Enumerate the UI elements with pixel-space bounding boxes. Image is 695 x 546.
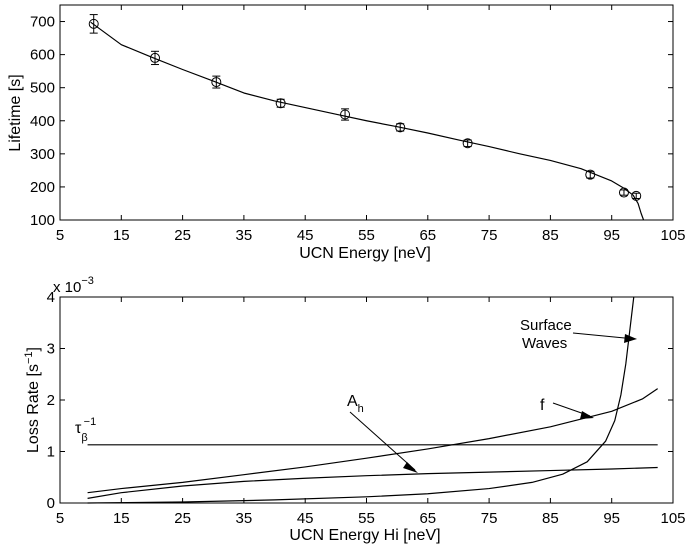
annotation-ah-base: A	[347, 393, 358, 410]
loss-rate-y-label-sup: −1	[23, 351, 35, 364]
arrowhead-surface-waves	[624, 334, 637, 343]
annotation-tau-sub: β	[81, 432, 87, 444]
loss-rate-x-tick-label: 35	[236, 510, 253, 527]
lifetime-x-tick-label: 95	[603, 227, 620, 244]
scale-factor-exp: −3	[81, 275, 94, 287]
data-point	[150, 52, 161, 63]
loss-rate-plot-frame	[59, 296, 674, 504]
arrowhead-f	[580, 411, 594, 419]
lifetime-y-tick-label: 300	[30, 146, 55, 163]
lifetime-y-label: Lifetime [s]	[7, 74, 24, 151]
loss-rate-x-label: UCN Energy Hi [neV]	[289, 527, 440, 544]
lifetime-y-tick-label: 100	[30, 212, 55, 229]
scale-factor-label: x 10−3	[53, 275, 94, 296]
lifetime-plot-frame	[59, 4, 674, 221]
series-f	[87, 388, 659, 494]
annotation-ah-sub: h	[358, 403, 364, 415]
series-fit	[90, 21, 645, 221]
annotation-tau-sup: −1	[84, 416, 97, 428]
scale-factor-base: x 10	[53, 279, 81, 296]
annotation-tau-base: τ	[75, 420, 82, 437]
loss-rate-x-tick-label: 75	[481, 510, 498, 527]
loss-rate-x-tick-label: 105	[660, 510, 685, 527]
loss-rate-x-tick-label: 5	[56, 510, 64, 527]
lifetime-x-tick-label: 45	[297, 227, 314, 244]
data-point	[340, 109, 351, 120]
arrow-ah	[349, 411, 416, 471]
annotation-tau: τβ −1	[75, 416, 96, 444]
loss-rate-x-tick-label: 65	[419, 510, 436, 527]
lifetime-x-tick-label: 35	[236, 227, 253, 244]
lifetime-x-tick-label: 15	[113, 227, 130, 244]
loss-rate-x-tick-label: 85	[542, 510, 559, 527]
arrowhead-ah	[403, 462, 418, 473]
loss-rate-y-tick-label: 1	[47, 444, 55, 461]
lifetime-y-tick-label: 700	[30, 14, 55, 31]
lifetime-x-tick-label: 25	[174, 227, 191, 244]
loss-rate-y-label: Loss Rate [s−1]	[23, 347, 42, 453]
data-point	[211, 77, 222, 88]
loss-rate-x-tick-label: 55	[358, 510, 375, 527]
loss-rate-y-label-end: ]	[25, 347, 42, 351]
data-point	[395, 122, 406, 133]
data-point	[88, 18, 99, 29]
loss-rate-panel: 5 15 25 35 45 55 65 75 85 95 105 0 1 2 3 4 UCN Energy H…	[23, 275, 686, 544]
loss-rate-x-tick-label: 95	[603, 510, 620, 527]
lifetime-y-tick-label: 400	[30, 113, 55, 130]
series-surface_waves	[87, 296, 635, 504]
lifetime-x-tick-label: 5	[56, 227, 64, 244]
loss-rate-y-tick-label: 3	[47, 341, 55, 358]
lifetime-x-tick-label: 65	[419, 227, 436, 244]
lifetime-y-tick-label: 200	[30, 179, 55, 196]
lifetime-x-label: UCN Energy [neV]	[299, 245, 431, 262]
loss-rate-x-tick-label: 15	[113, 510, 130, 527]
lifetime-y-tick-label: 600	[30, 47, 55, 64]
annotation-ah: Ah	[347, 393, 364, 415]
loss-rate-x-tick-label: 45	[297, 510, 314, 527]
lifetime-x-tick-label: 55	[358, 227, 375, 244]
annotation-surface: Surface	[520, 317, 572, 334]
loss-rate-x-tick-label: 25	[174, 510, 191, 527]
lifetime-x-tick-label: 75	[481, 227, 498, 244]
loss-rate-y-tick-label: 4	[47, 289, 55, 306]
annotation-f: f	[540, 397, 545, 414]
lifetime-x-tick-label: 105	[660, 227, 685, 244]
loss-rate-y-label-text: Loss Rate [s	[25, 364, 42, 453]
loss-rate-y-tick-label: 2	[47, 392, 55, 409]
lifetime-x-tick-label: 85	[542, 227, 559, 244]
lifetime-y-tick-label: 500	[30, 80, 55, 97]
annotation-waves: Waves	[522, 335, 567, 352]
loss-rate-y-tick-label: 0	[47, 495, 55, 512]
lifetime-panel: 5 15 25 35 45 55 65 75 85 95 105 100 200 300 400 500 600…	[7, 4, 686, 262]
